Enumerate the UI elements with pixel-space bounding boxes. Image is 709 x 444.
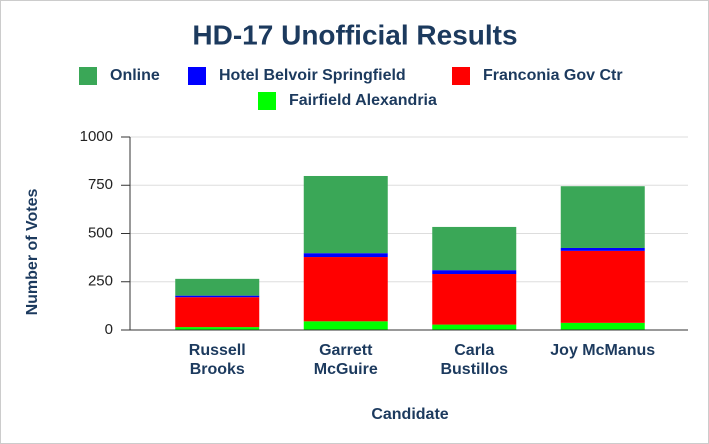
legend-swatch <box>258 92 276 110</box>
bar-segment <box>560 186 645 248</box>
y-tick-label: 500 <box>88 224 113 241</box>
y-tick-label: 0 <box>105 321 113 338</box>
x-tick-label: Garrett McGuire <box>314 342 378 378</box>
bar-segment <box>432 270 517 275</box>
bar-segment <box>303 321 388 330</box>
bar-segment <box>560 250 645 323</box>
x-axis-label: Candidate <box>371 406 448 423</box>
bar-segment <box>432 274 517 325</box>
bar-segment <box>175 278 260 296</box>
bar-segment <box>560 247 645 251</box>
y-tick-label: 1000 <box>80 128 113 145</box>
x-tick-label: Carla Bustillos <box>440 342 508 378</box>
y-axis-label: Number of Votes <box>24 188 41 315</box>
x-tick-label: Joy McManus <box>550 342 655 359</box>
legend-label: Fairfield Alexandria <box>289 92 437 109</box>
bar-segment <box>175 297 260 328</box>
bar-segment <box>303 175 388 254</box>
legend-label: Hotel Belvoir Springfield <box>219 67 406 84</box>
bar-segment <box>175 327 260 330</box>
y-tick-label: 750 <box>88 176 113 193</box>
bar-segment <box>432 324 517 330</box>
legend-swatch <box>452 67 470 85</box>
legend-swatch <box>79 67 97 85</box>
legend-swatch <box>188 67 206 85</box>
bar-segment <box>303 253 388 258</box>
x-tick-label: Russell Brooks <box>189 342 246 378</box>
bar-segment <box>303 257 388 322</box>
bar-segment <box>175 295 260 298</box>
legend-label: Online <box>110 67 160 84</box>
bar-segment <box>432 226 517 271</box>
legend-label: Franconia Gov Ctr <box>483 67 623 84</box>
y-tick-label: 250 <box>88 273 113 290</box>
chart-title: HD-17 Unofficial Results <box>192 19 517 50</box>
bar-segment <box>560 322 645 330</box>
